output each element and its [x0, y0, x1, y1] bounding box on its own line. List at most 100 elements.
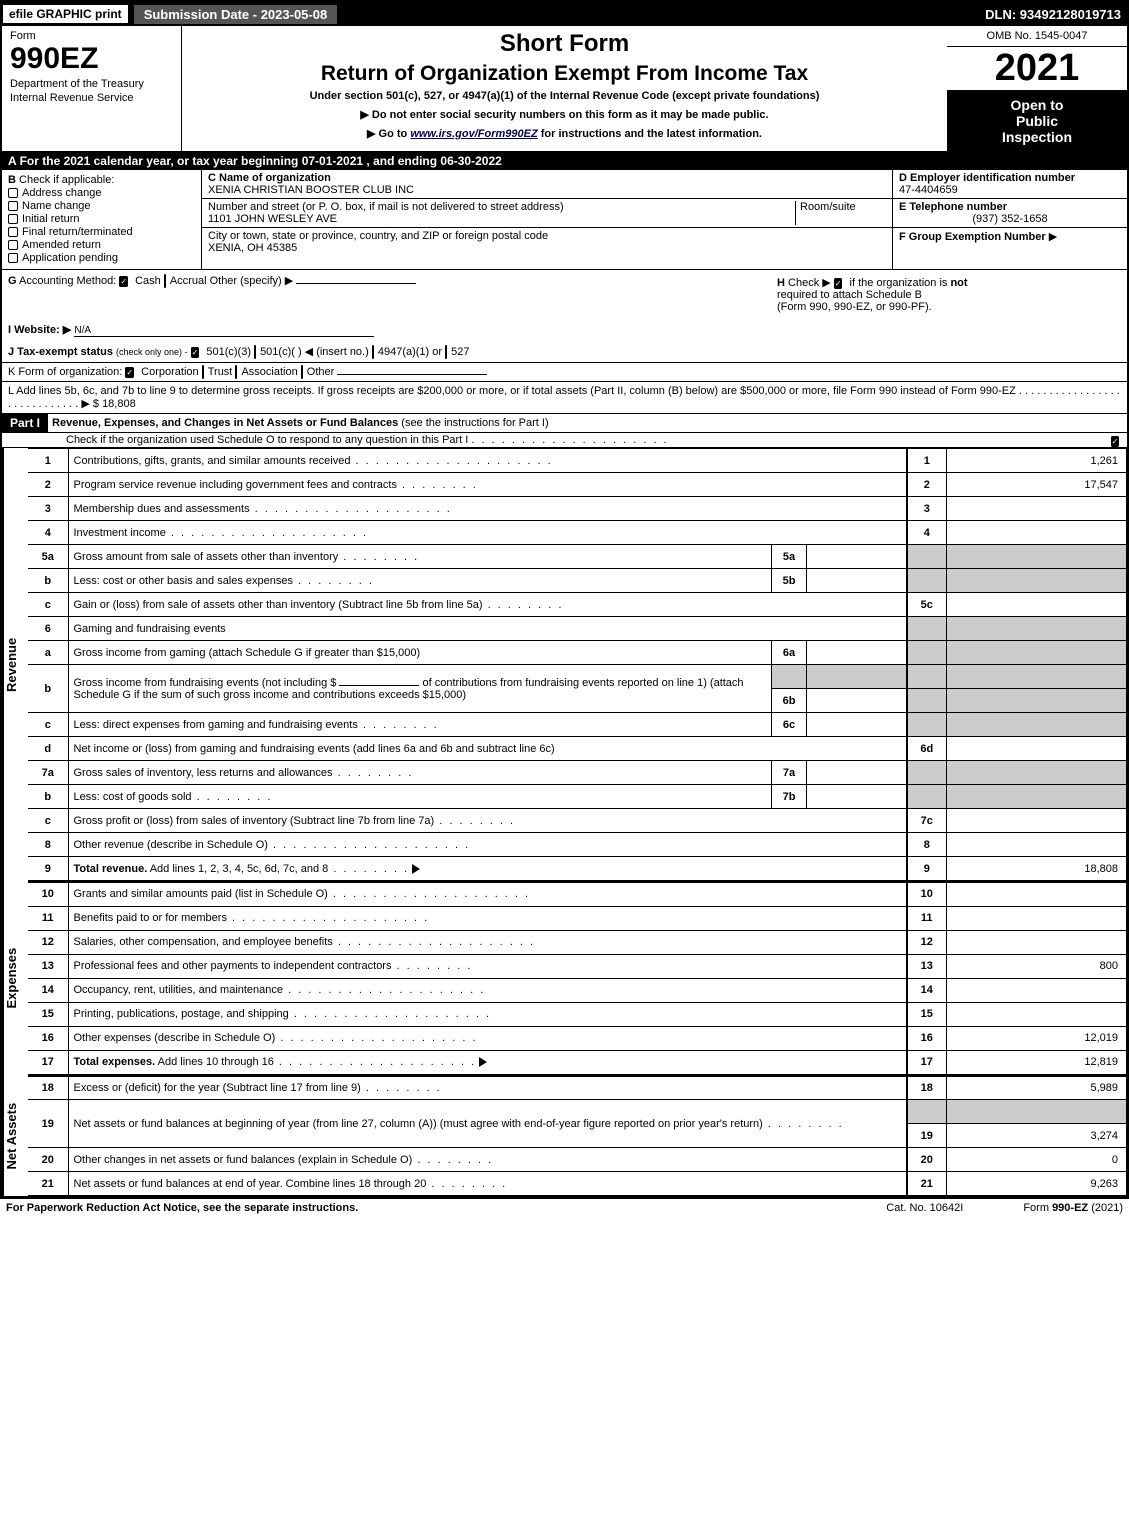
part1-check-end[interactable]: ✓: [1107, 433, 1127, 447]
line-desc: Net assets or fund balances at beginning…: [68, 1100, 907, 1148]
result-num: 4: [907, 521, 947, 545]
line-desc: Benefits paid to or for members: [68, 906, 907, 930]
result-val: [947, 978, 1127, 1002]
form-container: efile GRAPHIC print Submission Date - 20…: [0, 0, 1129, 1198]
line-num: 9: [28, 857, 68, 881]
h-checkbox[interactable]: ✓: [834, 278, 843, 289]
expenses-side-label: Expenses: [2, 881, 28, 1075]
form-number: 990EZ: [10, 42, 173, 76]
netassets-side-label: Net Assets: [2, 1075, 28, 1197]
check-app-pending[interactable]: Application pending: [8, 252, 195, 264]
check-address-change[interactable]: Address change: [8, 187, 195, 199]
cash-checkbox[interactable]: ✓: [119, 276, 128, 287]
section-bcd: B Check if applicable: Address change Na…: [2, 170, 1127, 270]
result-val: [947, 1002, 1127, 1026]
line-num: 4: [28, 521, 68, 545]
check-label: Application pending: [22, 252, 118, 264]
result-val: 0: [947, 1148, 1127, 1172]
line-desc: Grants and similar amounts paid (list in…: [68, 882, 907, 906]
grey-cell: [907, 1100, 947, 1124]
addr-label: Number and street (or P. O. box, if mail…: [208, 201, 791, 213]
k-trust-checkbox[interactable]: [202, 365, 204, 379]
table-row: 12Salaries, other compensation, and empl…: [28, 930, 1127, 954]
form-word: Form: [10, 30, 173, 42]
result-val: 12,019: [947, 1026, 1127, 1050]
table-row: 8Other revenue (describe in Schedule O)8: [28, 833, 1127, 857]
check-label: Final return/terminated: [22, 226, 133, 238]
result-val: [947, 833, 1127, 857]
line-desc: Printing, publications, postage, and shi…: [68, 1002, 907, 1026]
sub-num: 7b: [772, 785, 807, 809]
k-trust: Trust: [208, 366, 233, 378]
result-val: [947, 906, 1127, 930]
l-label: L: [8, 385, 14, 397]
b-title: Check if applicable:: [19, 174, 114, 186]
table-row: 13Professional fees and other payments t…: [28, 954, 1127, 978]
ein-value: 47-4404659: [899, 184, 1121, 196]
h-text1: Check ▶: [788, 277, 831, 289]
check-name-change[interactable]: Name change: [8, 200, 195, 212]
arrow-icon: [412, 864, 420, 874]
efile-print-button[interactable]: efile GRAPHIC print: [2, 4, 129, 24]
result-num: 14: [907, 978, 947, 1002]
line-num: 16: [28, 1026, 68, 1050]
result-num: 5c: [907, 593, 947, 617]
table-row: 20Other changes in net assets or fund ba…: [28, 1148, 1127, 1172]
irs-link[interactable]: www.irs.gov/Form990EZ: [410, 128, 537, 140]
grey-cell: [947, 617, 1127, 641]
result-val: [947, 593, 1127, 617]
dln-number: DLN: 93492128019713: [985, 7, 1127, 22]
under-section: Under section 501(c), 527, or 4947(a)(1)…: [190, 90, 939, 102]
org-name-label: C Name of organization: [208, 172, 414, 184]
goto-post: for instructions and the latest informat…: [538, 128, 762, 140]
l-amount: $ 18,808: [93, 398, 136, 410]
grey-cell: [907, 761, 947, 785]
grey-cell: [947, 641, 1127, 665]
j-501c-checkbox[interactable]: [254, 345, 256, 359]
table-row: bLess: cost of goods sold7b: [28, 785, 1127, 809]
b-label: B: [8, 174, 16, 186]
result-num: 20: [907, 1148, 947, 1172]
line-desc: Salaries, other compensation, and employ…: [68, 930, 907, 954]
sub-num: 6a: [772, 641, 807, 665]
result-val: [947, 497, 1127, 521]
j-501c3-checkbox[interactable]: ✓: [191, 347, 200, 358]
line-desc: Program service revenue including govern…: [68, 473, 907, 497]
public: Public: [951, 113, 1123, 129]
line-num: b: [28, 785, 68, 809]
grey-cell: [907, 617, 947, 641]
grp-arrow: ▶: [1049, 231, 1057, 243]
header-left: Form 990EZ Department of the Treasury In…: [2, 26, 182, 151]
table-row: cGain or (loss) from sale of assets othe…: [28, 593, 1127, 617]
check-initial-return[interactable]: Initial return: [8, 213, 195, 225]
g-text: Accounting Method:: [19, 275, 116, 287]
k-other-checkbox[interactable]: [301, 365, 303, 379]
line-num: 19: [28, 1100, 68, 1148]
accrual-checkbox[interactable]: [164, 274, 166, 288]
other-label: Other (specify) ▶: [210, 275, 294, 287]
header-right: OMB No. 1545-0047 2021 Open to Public In…: [947, 26, 1127, 151]
line-num: 15: [28, 1002, 68, 1026]
j-4947-checkbox[interactable]: [372, 345, 374, 359]
check-final-return[interactable]: Final return/terminated: [8, 226, 195, 238]
section-h: H Check ▶ ✓ if the organization is not r…: [771, 274, 1121, 315]
line-desc: Professional fees and other payments to …: [68, 954, 907, 978]
result-num: 12: [907, 930, 947, 954]
line-num: 21: [28, 1172, 68, 1196]
sub-val: [807, 641, 907, 665]
line-desc: Net income or (loss) from gaming and fun…: [68, 737, 907, 761]
j-opt3: 4947(a)(1) or: [378, 346, 442, 358]
line-desc: Investment income: [68, 521, 907, 545]
k-corp-checkbox[interactable]: ✓: [125, 367, 134, 378]
line-num: 11: [28, 906, 68, 930]
line-num: c: [28, 713, 68, 737]
line-a-label: A: [8, 154, 16, 168]
k-other: Other: [307, 366, 335, 378]
table-row: cLess: direct expenses from gaming and f…: [28, 713, 1127, 737]
k-assoc-checkbox[interactable]: [235, 365, 237, 379]
result-num: 3: [907, 497, 947, 521]
section-c: C Name of organization XENIA CHRISTIAN B…: [202, 170, 892, 269]
arrow-icon: [479, 1057, 487, 1067]
check-amended[interactable]: Amended return: [8, 239, 195, 251]
j-527-checkbox[interactable]: [445, 345, 447, 359]
